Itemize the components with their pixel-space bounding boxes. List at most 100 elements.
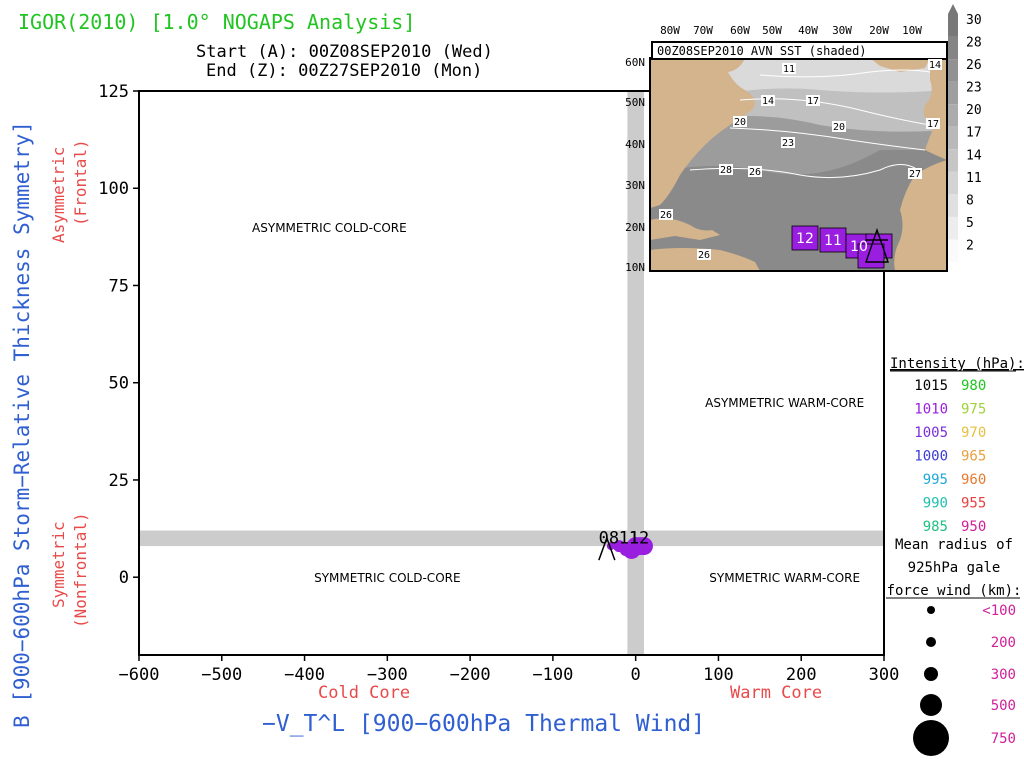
inset-track-box	[791, 225, 819, 251]
inset-contour-label: 17	[927, 119, 939, 130]
inset-header: 00Z08SEP2010 AVN SST (shaded)	[657, 44, 867, 58]
inset-contour-label: 17	[807, 96, 819, 107]
inset-contour-label-bg	[926, 118, 940, 129]
colorbar-swatch	[948, 36, 958, 60]
quadrant-label: ASYMMETRIC COLD-CORE	[252, 221, 407, 235]
inset-contour-label: 27	[909, 169, 921, 180]
radius-marker	[927, 606, 935, 614]
inset-lon-label: 30W	[832, 24, 852, 37]
inset-track: 12 11 10	[791, 225, 893, 269]
end-label: End (Z): 00Z27SEP2010 (Mon)	[206, 61, 482, 81]
start-marker	[598, 535, 616, 561]
radius-label: <100	[982, 603, 1016, 619]
intensity-right: 975	[961, 402, 986, 418]
quadrant-label: SYMMETRIC WARM-CORE	[709, 571, 860, 585]
y-tick-label: 75	[109, 276, 129, 296]
inset-lon-label: 70W	[693, 24, 713, 37]
point-label: 12	[629, 528, 649, 548]
x-sub-cold: Cold Core	[318, 683, 410, 703]
radius-legend-title: 925hPa gale	[908, 560, 1001, 576]
inset-contour-label: 20	[833, 122, 845, 133]
inset-contour-label-bg	[782, 63, 796, 74]
vertical-band	[627, 91, 644, 655]
radius-legend-title: Mean radius of	[895, 537, 1013, 553]
y-tick-label: 0	[119, 568, 129, 588]
quadrant-label: ASYMMETRIC WARM-CORE	[705, 396, 864, 410]
inset-contour-labels: 11 14 17 20 17 20 23 26 28 26 14 27 26	[659, 59, 942, 261]
x-tick-label: −500	[201, 665, 242, 685]
intensity-legend-title: Intensity (hPa):	[890, 356, 1024, 372]
intensity-right: 970	[961, 425, 986, 441]
colorbar-label: 20	[966, 103, 982, 118]
x-tick-label: 0	[631, 665, 641, 685]
inset-lat-label: 30N	[625, 179, 645, 192]
inset-contour	[729, 127, 926, 151]
inset-lat-label: 60N	[625, 56, 645, 69]
inset-contour-label-bg	[748, 166, 762, 177]
inset-land-greenland	[870, 58, 930, 72]
y-tick-label: 100	[98, 179, 129, 199]
inset-track-box	[819, 227, 847, 253]
track-point	[634, 537, 653, 556]
inset-lon-label: 60W	[730, 24, 750, 37]
x-sub-warm: Warm Core	[730, 683, 822, 703]
inset-land-europe	[923, 58, 947, 160]
intensity-right: 955	[961, 496, 986, 512]
inset-lon-label: 10W	[902, 24, 922, 37]
inset-contour-label: 26	[660, 210, 672, 221]
inset-contour-label-bg	[928, 59, 942, 70]
inset-lon-label: 40W	[798, 24, 818, 37]
y-tick-label: 125	[98, 82, 129, 102]
chart-title: IGOR(2010) [1.0° NOGAPS Analysis]	[18, 10, 415, 34]
colorbar-swatch	[948, 171, 958, 195]
inset-contour-label-bg	[806, 95, 820, 106]
inset-contour-label: 26	[749, 167, 761, 178]
inset-lon-label: 80W	[660, 24, 680, 37]
inset-lon-label: 50W	[762, 24, 782, 37]
radius-legend-title: force wind (km):	[887, 583, 1022, 599]
x-tick-label: 100	[703, 665, 734, 685]
radius-label: 200	[991, 635, 1016, 651]
inset-start-marker	[865, 227, 889, 263]
x-tick-label: −600	[119, 665, 160, 685]
y-axis-title: B [900−600hPa Storm−Relative Thickness S…	[10, 121, 34, 728]
sst-inset-map: 00Z08SEP2010 AVN SST (shaded) 80W 70W 60W 5…	[625, 4, 982, 274]
colorbar-arrow	[948, 4, 958, 14]
inset-lat-label: 10N	[625, 261, 645, 274]
inset-lon-labels: 80W 70W 60W 50W 40W 30W 20W 10W	[660, 24, 922, 37]
inset-lat-labels: 60N 50N 40N 30N 20N 10N	[625, 56, 645, 274]
x-tick-label: −300	[367, 665, 408, 685]
inset-contour	[759, 69, 931, 78]
y-sub-asym-1: Asymmetric	[49, 147, 68, 243]
colorbar-swatch	[948, 194, 958, 217]
inset-contour-label-bg	[781, 137, 795, 148]
colorbar-label: 26	[966, 58, 982, 73]
inset-contour-label: 20	[734, 117, 746, 128]
colorbar-swatch	[948, 149, 958, 172]
inset-contour-label: 28	[720, 165, 732, 176]
inset-lat-label: 40N	[625, 138, 645, 151]
x-tick-label: −100	[532, 665, 573, 685]
point-label: 11	[619, 528, 639, 548]
colorbar-label: 23	[966, 81, 982, 96]
y-sub-sym-1: Symmetric	[49, 521, 68, 608]
inset-lon-label: 20W	[869, 24, 889, 37]
horizontal-band	[139, 530, 884, 547]
y-sub-sym-2: (Nonfrontal)	[71, 512, 90, 628]
radius-label: 500	[991, 698, 1016, 714]
colorbar-swatch	[948, 216, 958, 240]
radius-marker	[926, 637, 936, 647]
radius-marker	[920, 694, 942, 716]
inset-contour-label: 23	[782, 138, 794, 149]
inset-contour-label: 11	[783, 64, 795, 75]
y-tick-label: 25	[109, 471, 129, 491]
radius-marker	[913, 720, 949, 756]
inset-contour-label: 14	[762, 96, 774, 107]
intensity-left: 1010	[914, 402, 948, 418]
start-label: Start (A): 00Z08SEP2010 (Wed)	[196, 42, 493, 62]
colorbar-swatch	[948, 104, 958, 127]
colorbar-label: 17	[966, 126, 982, 141]
intensity-left: 1005	[914, 425, 948, 441]
intensity-right: 960	[961, 472, 986, 488]
